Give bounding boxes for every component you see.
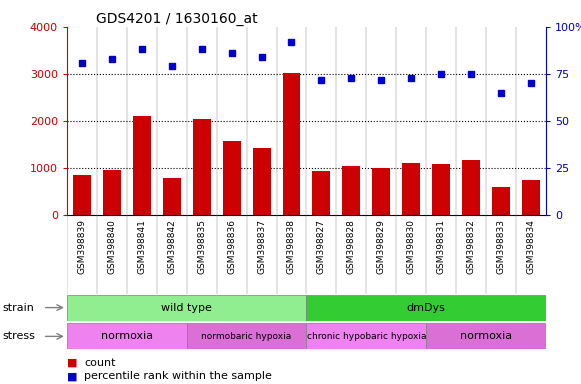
Text: GSM398833: GSM398833 (497, 219, 505, 274)
Text: GSM398835: GSM398835 (197, 219, 206, 274)
Text: GSM398838: GSM398838 (287, 219, 296, 274)
Text: wild type: wild type (161, 303, 212, 313)
Text: ■: ■ (67, 371, 77, 381)
Text: GSM398839: GSM398839 (77, 219, 87, 274)
Bar (307, 323, 426, 349)
Text: count: count (84, 358, 116, 368)
Bar (282, 73, 300, 215)
Bar (313, 171, 331, 215)
Bar (307, 295, 546, 321)
Bar (67, 295, 307, 321)
Bar (402, 163, 420, 215)
Bar (163, 178, 181, 215)
Bar (492, 187, 510, 215)
Text: stress: stress (3, 331, 36, 341)
Text: dmDys: dmDys (407, 303, 446, 313)
Text: GSM398837: GSM398837 (257, 219, 266, 274)
Bar (103, 170, 121, 215)
Bar (432, 164, 450, 215)
Text: GSM398832: GSM398832 (467, 219, 476, 274)
Text: GSM398829: GSM398829 (377, 219, 386, 274)
Text: normobaric hypoxia: normobaric hypoxia (202, 332, 292, 341)
Text: GSM398830: GSM398830 (407, 219, 416, 274)
Bar (67, 323, 187, 349)
Text: GSM398834: GSM398834 (526, 219, 536, 274)
Bar (342, 166, 360, 215)
Text: GSM398841: GSM398841 (137, 219, 146, 274)
Text: GSM398831: GSM398831 (437, 219, 446, 274)
Text: chronic hypobaric hypoxia: chronic hypobaric hypoxia (307, 332, 426, 341)
Bar (426, 323, 546, 349)
Bar (132, 116, 150, 215)
Text: GSM398836: GSM398836 (227, 219, 236, 274)
Bar (253, 148, 271, 215)
Bar (372, 167, 390, 215)
Text: GSM398827: GSM398827 (317, 219, 326, 274)
Text: normoxia: normoxia (101, 331, 153, 341)
Bar (462, 159, 480, 215)
Text: GDS4201 / 1630160_at: GDS4201 / 1630160_at (96, 12, 257, 25)
Text: ■: ■ (67, 358, 77, 368)
Bar (522, 180, 540, 215)
Bar (73, 175, 91, 215)
Bar (187, 323, 307, 349)
Text: strain: strain (3, 303, 35, 313)
Text: GSM398828: GSM398828 (347, 219, 356, 274)
Text: normoxia: normoxia (460, 331, 512, 341)
Text: GSM398840: GSM398840 (107, 219, 116, 274)
Bar (193, 119, 210, 215)
Bar (223, 141, 241, 215)
Text: GSM398842: GSM398842 (167, 219, 176, 274)
Text: percentile rank within the sample: percentile rank within the sample (84, 371, 272, 381)
